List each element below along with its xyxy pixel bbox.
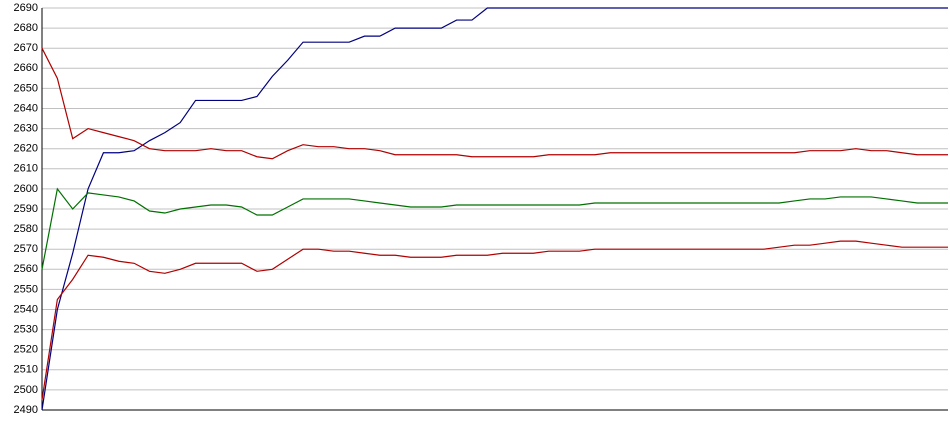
- y-tick-label: 2520: [14, 344, 38, 356]
- series-line: [41, 187, 948, 270]
- y-tick-label: 2640: [14, 102, 38, 114]
- y-tick-label: 2650: [14, 82, 38, 94]
- y-tick-label: 2550: [14, 283, 38, 295]
- y-tick-label: 2610: [14, 163, 38, 175]
- y-tick-label: 2620: [14, 143, 38, 155]
- y-tick-label: 2630: [14, 123, 38, 135]
- series-line: [41, 47, 948, 160]
- y-tick-label: 2510: [14, 364, 38, 376]
- y-tick-label: 2590: [14, 203, 38, 215]
- y-tick-label: 2670: [14, 42, 38, 54]
- y-tick-label: 2580: [14, 223, 38, 235]
- y-tick-label: 2560: [14, 263, 38, 275]
- y-tick-label: 2660: [14, 62, 38, 74]
- y-tick-label: 2570: [14, 243, 38, 255]
- y-tick-label: 2490: [14, 404, 38, 416]
- y-tick-label: 2600: [14, 183, 38, 195]
- y-tick-label: 2690: [14, 2, 38, 14]
- y-tick-label: 2680: [14, 22, 38, 34]
- y-tick-label: 2540: [14, 303, 38, 315]
- y-tick-label: 2500: [14, 384, 38, 396]
- y-tick-label: 2530: [14, 324, 38, 336]
- series-line: [41, 240, 948, 401]
- series-line: [41, 7, 948, 411]
